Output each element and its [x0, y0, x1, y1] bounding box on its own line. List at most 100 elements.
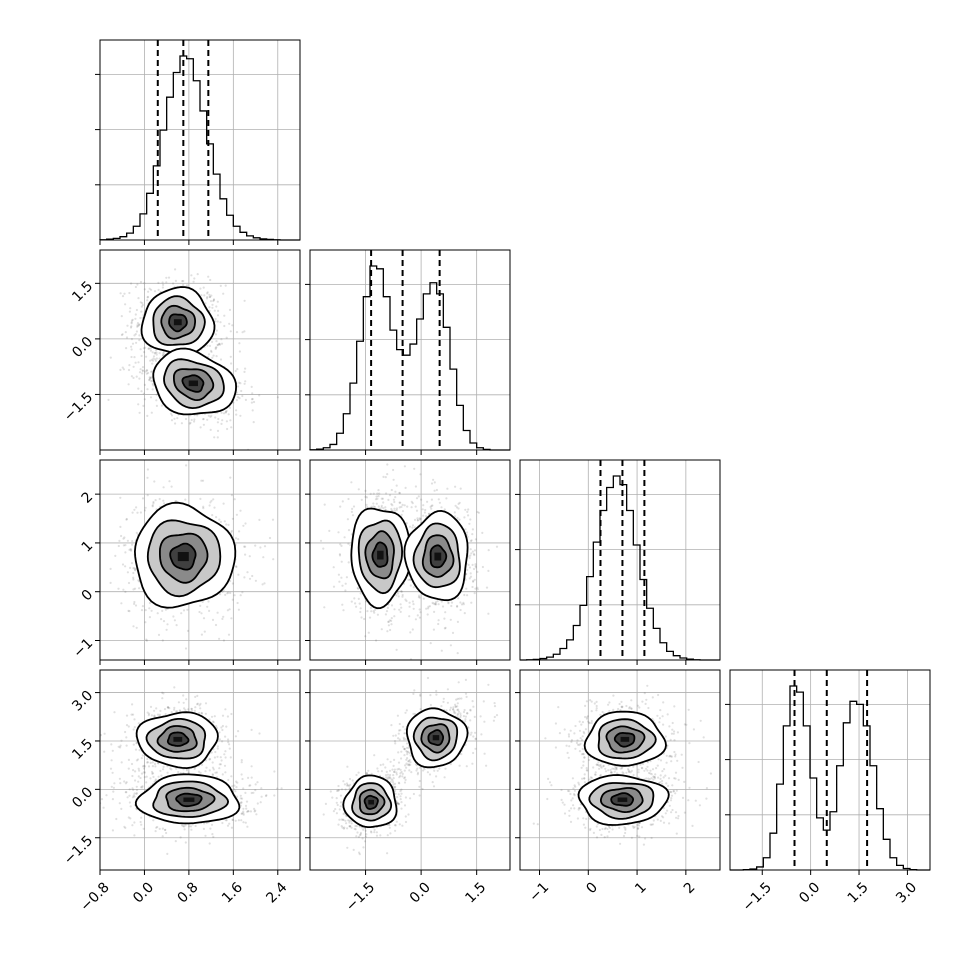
- contour-level: [427, 729, 444, 747]
- x-tick-label: 1.5: [845, 879, 872, 906]
- scatter-panel-r2-c1: [305, 459, 511, 665]
- panel-frame: [309, 249, 511, 451]
- x-tick-label: −0.8: [77, 879, 112, 914]
- contour-level: [357, 519, 404, 595]
- contour-level: [160, 304, 196, 340]
- histogram-steps: [730, 685, 930, 871]
- histogram-steps: [99, 55, 300, 241]
- contour-level: [350, 507, 412, 610]
- y-tick-label: −1: [70, 635, 96, 661]
- histogram-panel-0: [95, 39, 301, 245]
- histogram-steps: [309, 265, 510, 451]
- contour-level: [133, 501, 237, 609]
- density-peak: [188, 380, 198, 387]
- contour-level: [173, 368, 215, 402]
- density-peak: [617, 797, 628, 802]
- x-tick-label: 1: [632, 879, 650, 897]
- x-tick-label: 2: [681, 879, 699, 897]
- contour-level: [159, 532, 209, 584]
- y-tick-label: 0: [79, 587, 97, 605]
- contour-level: [152, 780, 230, 818]
- contour-level: [175, 792, 203, 808]
- density-layer: [100, 686, 283, 856]
- density-layer: [322, 676, 499, 856]
- scatter-panel-r2-c0: [95, 459, 301, 665]
- panel-frame: [309, 459, 511, 661]
- contour-level: [146, 519, 222, 598]
- panel-frame: [519, 459, 721, 661]
- y-tick-label: −1.5: [61, 389, 96, 424]
- x-tick-label: 0.8: [175, 879, 202, 906]
- density-layer: [100, 464, 275, 650]
- contour-level: [152, 295, 206, 346]
- contour-level: [403, 509, 469, 602]
- x-tick-label: 3.0: [893, 879, 920, 906]
- histogram-steps: [520, 475, 720, 661]
- y-tick-label: 3.0: [69, 688, 96, 715]
- x-tick-label: −1: [526, 879, 552, 905]
- histogram-panel-1: [305, 249, 511, 455]
- contour-level: [429, 544, 448, 569]
- y-tick-label: 2: [79, 489, 97, 507]
- density-peak: [177, 552, 189, 562]
- contour-level: [583, 710, 667, 767]
- panel-frame: [519, 669, 721, 871]
- panel-frame: [309, 669, 511, 871]
- x-tick-label: 0.0: [130, 879, 157, 906]
- contour-level: [134, 773, 241, 825]
- contour-level: [156, 725, 198, 753]
- contour-level: [165, 786, 216, 813]
- contour-level: [351, 782, 393, 822]
- contour-level: [135, 711, 219, 770]
- x-tick-label: 2.4: [263, 879, 290, 906]
- density-peak: [173, 319, 182, 326]
- histogram-panel-3: [725, 669, 931, 875]
- contour-level: [597, 718, 657, 760]
- contour-level: [152, 347, 238, 416]
- density-peak: [183, 797, 195, 802]
- y-tick-label: −1.5: [61, 833, 96, 868]
- contour-level: [577, 774, 670, 826]
- contour-level: [168, 313, 188, 333]
- contour-level: [169, 542, 197, 571]
- contour-level: [600, 787, 644, 814]
- scatter-panel-r3-c0: [95, 669, 301, 875]
- y-tick-label: 1.5: [69, 736, 96, 763]
- contour-level: [363, 794, 379, 810]
- contour-level: [605, 725, 646, 754]
- contour-level: [588, 782, 655, 820]
- contour-level: [406, 707, 469, 769]
- density-layer: [107, 268, 279, 450]
- density-peak: [620, 736, 630, 742]
- panel-frame: [729, 669, 931, 871]
- contour-level: [420, 723, 451, 754]
- contour-level: [613, 731, 636, 748]
- contour-level: [371, 541, 389, 568]
- contour-level: [342, 774, 398, 828]
- x-tick-label: 0.0: [407, 879, 434, 906]
- contour-level: [358, 788, 386, 816]
- x-tick-label: 1.6: [219, 879, 246, 906]
- x-tick-label: 0: [583, 879, 601, 897]
- density-peak: [432, 735, 440, 741]
- contour-level: [412, 716, 459, 762]
- scatter-panel-r1-c0: [95, 249, 301, 455]
- contour-level: [163, 358, 225, 410]
- density-peak: [368, 799, 374, 805]
- contour-level: [364, 530, 395, 580]
- panel-frame: [99, 459, 301, 661]
- panel-frame: [99, 249, 301, 451]
- density-peak: [377, 550, 384, 560]
- contour-level: [412, 522, 461, 589]
- y-tick-label: 1: [79, 538, 97, 556]
- contour-level: [166, 731, 190, 747]
- sample-points: [322, 676, 499, 856]
- contour-level: [181, 374, 205, 393]
- histogram-panel-2: [515, 459, 721, 665]
- contour-level: [610, 792, 634, 807]
- x-tick-label: 0.0: [796, 879, 823, 906]
- x-tick-label: −1.5: [740, 879, 775, 914]
- x-tick-label: 1.5: [462, 879, 489, 906]
- y-tick-label: 0.0: [69, 784, 96, 811]
- x-tick-label: −1.5: [343, 879, 378, 914]
